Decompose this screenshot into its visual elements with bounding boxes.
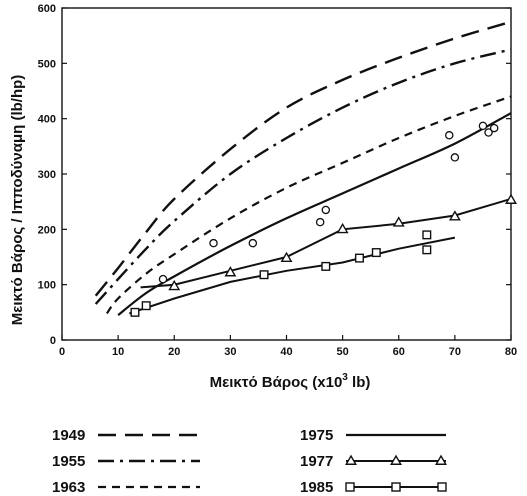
legend-item-1949: 1949	[52, 427, 200, 444]
y-axis-title: Μεικτό Βάρος / Ιπποδύναμη (lb/hp)	[9, 75, 26, 326]
circle-point	[450, 153, 460, 162]
x-tick-label: 60	[393, 346, 405, 358]
x-tick-label: 50	[337, 346, 349, 358]
square-point	[321, 261, 331, 271]
square-point	[422, 245, 432, 255]
circle-point	[478, 121, 488, 131]
series-line-1955	[94, 48, 512, 305]
axes: 0 10 20 30 40 50 60 70 80 0 100 200 300 400 500 600	[38, 3, 517, 358]
legend-label: 1963	[52, 479, 85, 496]
circle-point	[209, 238, 218, 248]
triangle-point	[224, 266, 237, 277]
y-tick-label: 600	[38, 3, 56, 15]
legend-square-marker	[391, 482, 401, 492]
x-tick-label: 0	[59, 346, 65, 358]
triangle-point	[168, 279, 181, 291]
legend-label: 1955	[52, 453, 85, 470]
points-layer	[130, 121, 517, 317]
plot-frame	[61, 7, 512, 341]
circle-point	[484, 128, 493, 137]
y-tick-label: 200	[38, 224, 56, 236]
series-line-1963	[106, 95, 512, 315]
legend-triangle-marker	[390, 454, 402, 465]
series-layer	[94, 20, 512, 316]
legend-item-1963: 1963	[52, 479, 200, 496]
circle-point	[158, 274, 168, 284]
legend-square-marker	[345, 482, 355, 492]
legend-square-marker	[437, 482, 447, 492]
circle-point	[248, 238, 258, 248]
legend-item-1977: 1977	[300, 453, 447, 470]
x-axis-title-unit: lb)	[348, 374, 371, 391]
square-point	[259, 270, 269, 280]
legend-item-1975: 1975	[300, 427, 446, 444]
legend-label: 1985	[300, 479, 333, 496]
circle-point	[315, 217, 325, 227]
circle-point	[489, 123, 499, 133]
x-tick-label: 80	[505, 346, 517, 358]
square-point	[422, 230, 432, 240]
legend-triangle-marker	[435, 454, 447, 465]
circle-point	[321, 205, 331, 215]
legend-label: 1949	[52, 427, 85, 444]
triangle-point	[448, 210, 461, 221]
square-point	[141, 301, 151, 311]
x-tick-label: 70	[449, 346, 461, 358]
y-tick-label: 400	[38, 114, 56, 126]
x-axis-title-exponent: 3	[342, 372, 348, 383]
x-tick-label: 30	[224, 346, 236, 358]
series-line-1949	[94, 20, 512, 297]
legend-item-1955: 1955	[52, 453, 200, 470]
square-point	[354, 253, 364, 263]
y-tick-label: 300	[38, 169, 56, 181]
x-axis-title: Μεικτό Βάρος (x103 lb)	[210, 372, 371, 391]
legend-label: 1975	[300, 427, 333, 444]
square-point	[130, 307, 140, 317]
series-line-1975	[117, 112, 512, 316]
triangle-point	[505, 193, 517, 204]
triangle-point	[336, 222, 349, 234]
x-tick-label: 20	[168, 346, 180, 358]
y-tick-label: 0	[50, 335, 56, 347]
circle-point	[445, 131, 454, 140]
square-point	[371, 248, 381, 258]
legend: 1949 1955 1963 1975 1977 1985	[52, 427, 447, 496]
triangle-point	[280, 251, 293, 263]
series-line-1977	[140, 197, 512, 289]
legend-item-1985: 1985	[300, 479, 447, 496]
triangle-point	[392, 216, 405, 227]
x-tick-label: 40	[280, 346, 292, 358]
legend-label: 1977	[300, 453, 333, 470]
y-tick-label: 500	[38, 58, 56, 70]
series-line-1985	[128, 236, 456, 315]
x-tick-label: 10	[112, 346, 124, 358]
legend-triangle-marker	[345, 454, 357, 465]
y-tick-label: 100	[38, 280, 56, 292]
x-axis-title-main: Μεικτό Βάρος (x10	[210, 374, 343, 391]
